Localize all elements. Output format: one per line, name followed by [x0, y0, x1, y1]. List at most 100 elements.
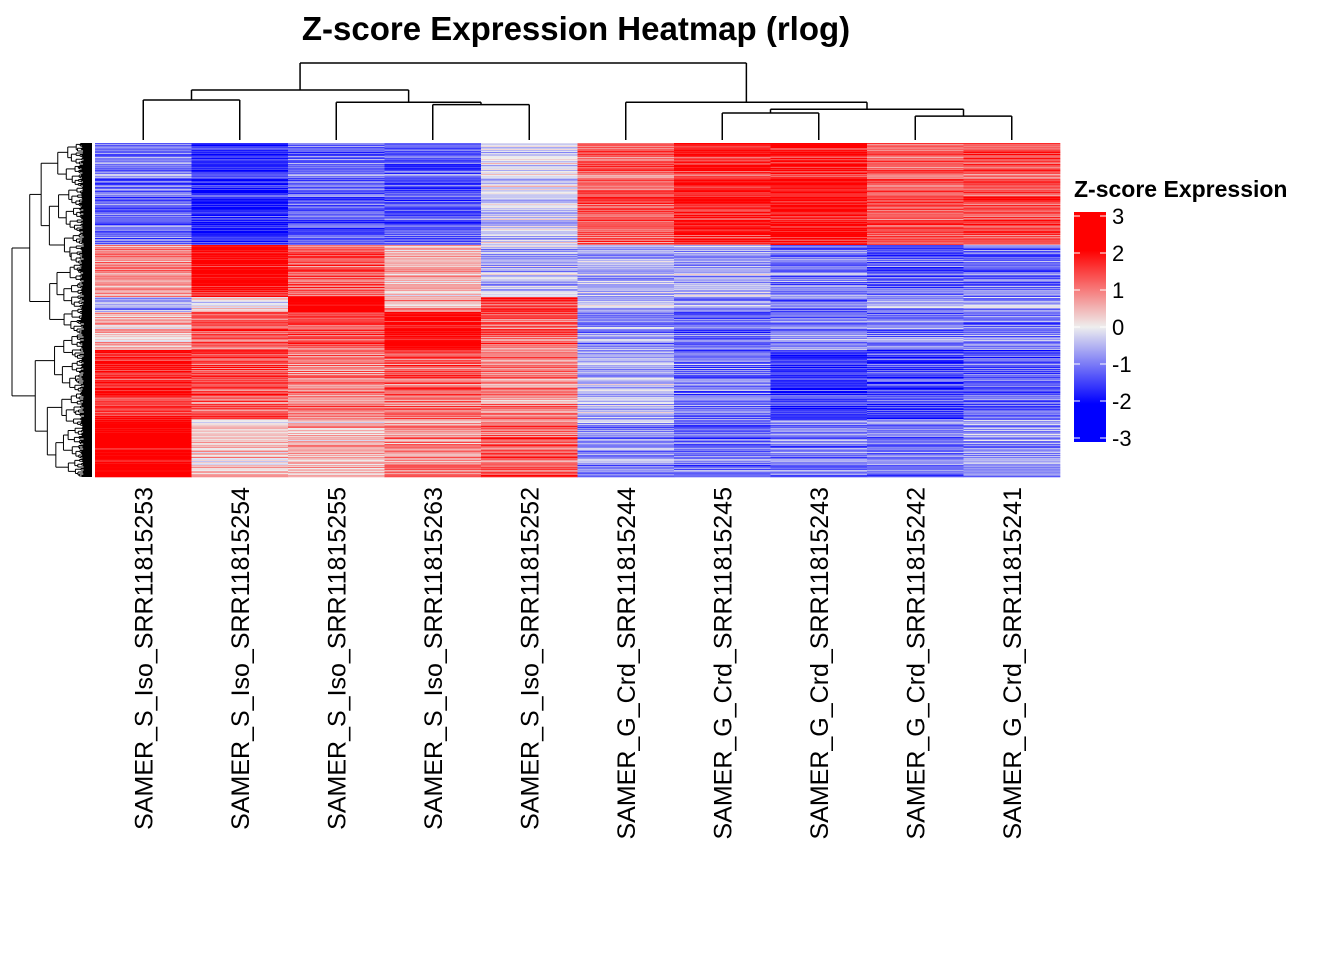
heatmap-cell — [963, 453, 1061, 455]
heatmap-cell — [384, 302, 482, 304]
heatmap-cell — [963, 175, 1061, 177]
heatmap-cell — [963, 265, 1061, 267]
heatmap-cell — [384, 462, 482, 464]
heatmap-cell — [95, 286, 192, 288]
heatmap-cell — [191, 219, 289, 221]
heatmap-cell — [481, 233, 578, 235]
heatmap-cell — [867, 282, 964, 284]
heatmap-cell — [191, 166, 289, 168]
heatmap-cell — [867, 276, 964, 278]
heatmap-cell — [770, 397, 868, 399]
heatmap-cell — [384, 206, 482, 208]
heatmap-cell — [191, 451, 289, 453]
heatmap-cell — [191, 260, 289, 262]
heatmap-cell — [577, 268, 675, 270]
heatmap-cell — [481, 207, 578, 209]
heatmap-cell — [481, 299, 578, 301]
heatmap-cell — [481, 232, 578, 234]
heatmap-cell — [577, 156, 675, 158]
heatmap-cell — [288, 432, 385, 434]
heatmap-cell — [963, 218, 1061, 220]
heatmap-cell — [288, 277, 385, 279]
heatmap-cell — [770, 230, 868, 232]
heatmap-cell — [867, 280, 964, 282]
heatmap-cell — [288, 206, 385, 208]
heatmap-cell — [95, 353, 192, 355]
heatmap-cell — [481, 471, 578, 473]
heatmap-cell — [481, 360, 578, 362]
heatmap-cell — [191, 419, 289, 421]
heatmap-cell — [577, 404, 675, 406]
heatmap-cell — [95, 272, 192, 274]
heatmap-cell — [95, 421, 192, 423]
heatmap-cell — [674, 159, 771, 161]
heatmap-cell — [95, 218, 192, 220]
heatmap-cell — [481, 157, 578, 159]
heatmap-cell — [95, 175, 192, 177]
heatmap-cell — [95, 193, 192, 195]
heatmap-cell — [288, 418, 385, 420]
heatmap-cell — [191, 307, 289, 309]
heatmap-cell — [963, 287, 1061, 289]
heatmap-cell — [481, 159, 578, 161]
heatmap-cell — [288, 175, 385, 177]
heatmap-cell — [674, 329, 771, 331]
heatmap-cell — [867, 165, 964, 167]
heatmap-cell — [867, 223, 964, 225]
heatmap-cell — [191, 314, 289, 316]
heatmap-cell — [95, 397, 192, 399]
heatmap-cell — [963, 418, 1061, 420]
heatmap-cell — [963, 403, 1061, 405]
heatmap-cell — [770, 220, 868, 222]
heatmap-cell — [384, 424, 482, 426]
heatmap-cell — [481, 437, 578, 439]
heatmap-cell — [95, 185, 192, 187]
heatmap-cell — [770, 315, 868, 317]
heatmap-cell — [577, 203, 675, 205]
heatmap-cell — [963, 425, 1061, 427]
heatmap-cell — [481, 260, 578, 262]
heatmap-cell — [481, 466, 578, 468]
heatmap-cell — [770, 373, 868, 375]
heatmap-cell — [963, 416, 1061, 418]
heatmap-cell — [867, 160, 964, 162]
heatmap-cell — [770, 297, 868, 299]
heatmap-cell — [384, 143, 482, 145]
heatmap-cell — [674, 445, 771, 447]
heatmap-cell — [288, 348, 385, 350]
legend-tick-label: 2 — [1112, 241, 1124, 266]
heatmap-cell — [95, 384, 192, 386]
heatmap-cell — [577, 284, 675, 286]
heatmap-cell — [577, 235, 675, 237]
heatmap-cell — [674, 276, 771, 278]
heatmap-cell — [191, 193, 289, 195]
heatmap-cell — [288, 320, 385, 322]
heatmap-cell — [384, 361, 482, 363]
heatmap-cell — [674, 162, 771, 164]
heatmap-cell — [288, 427, 385, 429]
heatmap-cell — [384, 327, 482, 329]
heatmap-cell — [288, 264, 385, 266]
heatmap-cell — [963, 144, 1061, 146]
heatmap-cell — [963, 450, 1061, 452]
legend-tick-label: -3 — [1112, 426, 1132, 451]
heatmap-cell — [770, 364, 868, 366]
heatmap-cell — [191, 312, 289, 314]
heatmap-cell — [481, 227, 578, 229]
heatmap-cell — [770, 238, 868, 240]
heatmap-cell — [191, 467, 289, 469]
heatmap-cell — [867, 173, 964, 175]
heatmap-cell — [481, 472, 578, 474]
heatmap-cell — [191, 297, 289, 299]
heatmap-cell — [288, 297, 385, 299]
heatmap-cell — [770, 436, 868, 438]
heatmap-cell — [867, 189, 964, 191]
heatmap-cell — [674, 436, 771, 438]
heatmap-cell — [770, 243, 868, 245]
heatmap-cell — [770, 326, 868, 328]
heatmap-cell — [384, 328, 482, 330]
heatmap-cell — [481, 181, 578, 183]
heatmap-cell — [867, 391, 964, 393]
heatmap-cell — [674, 429, 771, 431]
heatmap-cell — [191, 378, 289, 380]
